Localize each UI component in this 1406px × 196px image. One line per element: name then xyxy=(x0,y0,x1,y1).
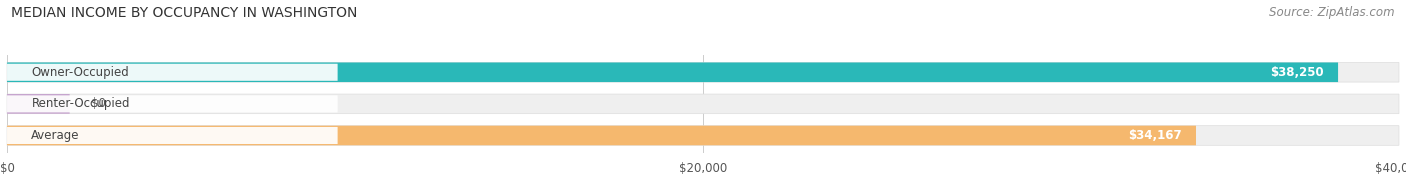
FancyBboxPatch shape xyxy=(7,64,337,81)
Text: Source: ZipAtlas.com: Source: ZipAtlas.com xyxy=(1270,6,1395,19)
Text: $38,250: $38,250 xyxy=(1271,66,1324,79)
Text: Renter-Occupied: Renter-Occupied xyxy=(31,97,129,110)
FancyBboxPatch shape xyxy=(7,95,337,113)
FancyBboxPatch shape xyxy=(7,94,70,114)
FancyBboxPatch shape xyxy=(7,127,337,144)
FancyBboxPatch shape xyxy=(7,126,1197,145)
Text: MEDIAN INCOME BY OCCUPANCY IN WASHINGTON: MEDIAN INCOME BY OCCUPANCY IN WASHINGTON xyxy=(11,6,357,20)
FancyBboxPatch shape xyxy=(7,126,1399,145)
FancyBboxPatch shape xyxy=(7,94,1399,114)
Text: $0: $0 xyxy=(90,97,105,110)
Text: Owner-Occupied: Owner-Occupied xyxy=(31,66,129,79)
FancyBboxPatch shape xyxy=(7,63,1399,82)
Text: Average: Average xyxy=(31,129,80,142)
Text: $34,167: $34,167 xyxy=(1129,129,1182,142)
FancyBboxPatch shape xyxy=(7,63,1339,82)
